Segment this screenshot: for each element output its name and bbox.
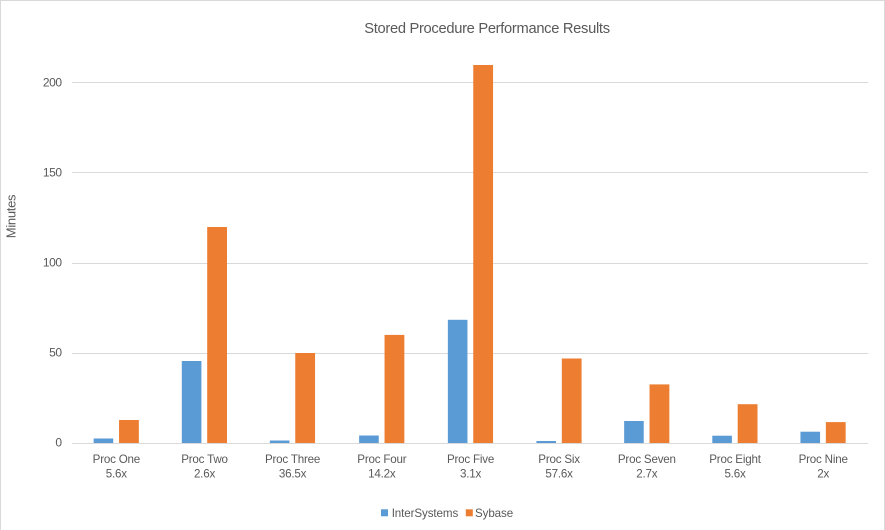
svg-text:36.5x: 36.5x	[279, 467, 307, 480]
svg-text:Proc Nine: Proc Nine	[799, 453, 848, 466]
svg-text:Proc Two: Proc Two	[181, 453, 228, 466]
svg-text:100: 100	[43, 256, 63, 270]
svg-text:0: 0	[55, 436, 62, 450]
svg-text:2.7x: 2.7x	[636, 467, 658, 480]
svg-text:5.6x: 5.6x	[106, 467, 128, 480]
svg-text:Sybase: Sybase	[475, 507, 513, 520]
svg-text:57.6x: 57.6x	[545, 467, 573, 480]
svg-text:Stored Procedure Performance R: Stored Procedure Performance Results	[364, 21, 610, 37]
svg-text:14.2x: 14.2x	[368, 467, 396, 480]
svg-text:50: 50	[49, 346, 62, 360]
svg-text:Proc Three: Proc Three	[265, 453, 320, 466]
svg-text:InterSystems: InterSystems	[392, 507, 459, 520]
svg-text:Minutes: Minutes	[4, 194, 19, 238]
svg-text:Proc Six: Proc Six	[538, 453, 580, 466]
svg-text:2x: 2x	[817, 467, 829, 480]
svg-text:3.1x: 3.1x	[460, 467, 482, 480]
svg-text:200: 200	[43, 76, 63, 90]
svg-text:Proc Five: Proc Five	[447, 453, 494, 466]
svg-text:Proc Eight: Proc Eight	[709, 453, 761, 466]
svg-text:Proc One: Proc One	[93, 453, 140, 466]
svg-text:2.6x: 2.6x	[194, 467, 216, 480]
svg-text:Proc Seven: Proc Seven	[618, 453, 676, 466]
svg-text:Proc Four: Proc Four	[357, 453, 406, 466]
svg-text:150: 150	[43, 166, 63, 180]
svg-text:5.6x: 5.6x	[724, 467, 746, 480]
